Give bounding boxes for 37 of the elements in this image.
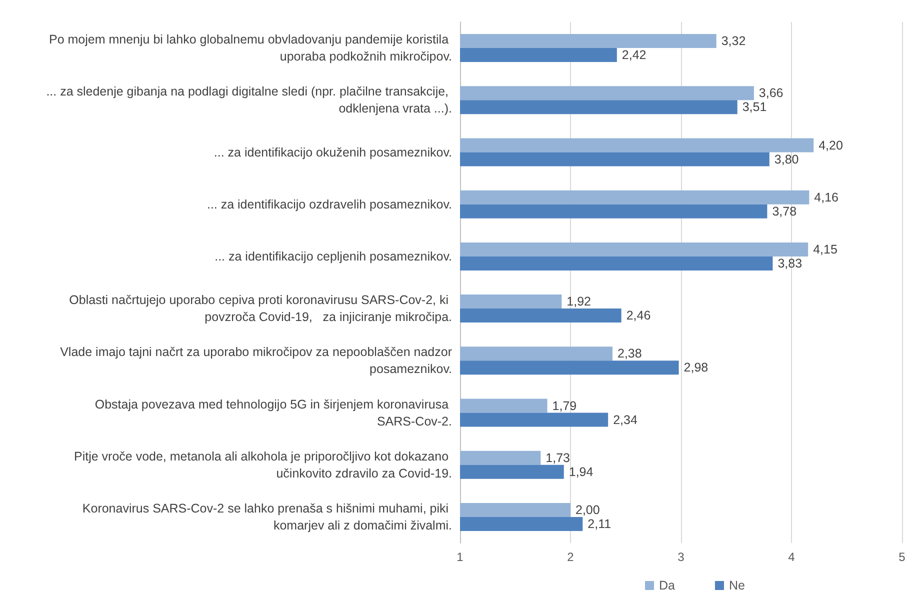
data-label: 2,38	[617, 346, 642, 361]
data-label: 2,98	[684, 360, 708, 375]
y-tick-label: ... za sledenje gibanja na podlagi digitalne sledi (npr. plačilne transakcije, odklenjena vrata ...).	[46, 84, 452, 116]
data-label: 1,73	[546, 450, 570, 465]
data-label: 2,34	[613, 412, 638, 427]
data-label: 4,20	[818, 138, 843, 152]
x-tick-label: 3	[678, 550, 685, 564]
data-label: 1,92	[566, 294, 592, 309]
data-label: 2,11	[588, 516, 612, 531]
data-label: 3,78	[772, 204, 797, 218]
data-label: 3,32	[721, 34, 746, 48]
y-tick-label: Oblasti načrtujejo uporabo cepiva proti koronavirusu SARS-Cov-2, ki povzroča Covid-19, za injiciranje mikročipa.	[69, 293, 452, 324]
x-tick-label: 1	[456, 550, 464, 564]
x-tick-label: 5	[898, 550, 906, 564]
data-label: 2,46	[626, 308, 651, 323]
x-tick-label: 4	[788, 550, 796, 564]
data-label: 2,00	[576, 502, 600, 517]
data-label: 4,16	[814, 190, 839, 204]
y-tick-label: Po mojem mnenju bi lahko globalnemu obvladovanju pandemije koristila uporaba podkožnih mikročipov.	[48, 32, 452, 64]
data-label: 3,83	[778, 256, 802, 270]
y-tick-label: Obstaja povezava med tehnologijo 5G in širjenjem koronavirusa SARS-Cov-2.	[94, 397, 452, 428]
data-label: 1,79	[552, 398, 577, 413]
y-tick-label: Vlade imajo tajni načrt za uporabo mikročipov za nepooblaščen nadzor posameznikov.	[60, 345, 452, 376]
y-tick-label: Koronavirus SARS-Cov-2 se lahko prenaša s hišnimi muhami, piki komarjev ali z domačimi živalmi.	[82, 501, 452, 532]
x-tick-label: 2	[567, 550, 574, 564]
data-label: 2,42	[622, 48, 646, 62]
y-tick-label: Pitje vroče vode, metanola ali alkohola je priporočljivo kot dokazano učinkovito zdravilo za Covid-19.	[74, 449, 452, 480]
data-label: 1,94	[568, 464, 594, 479]
data-label: 3,66	[758, 86, 784, 100]
data-label: 3,80	[774, 152, 799, 166]
legend-label: Da	[659, 578, 676, 592]
y-tick-label: ... za identifikacijo cepljenih posameznikov.	[214, 249, 452, 264]
y-tick-label: ... za identifikacijo ozdravelih posameznikov.	[206, 197, 452, 212]
legend-label: Ne	[728, 578, 746, 592]
data-label: 4,15	[813, 242, 838, 256]
data-label: 3,51	[742, 100, 767, 114]
y-tick-label: ... za identifikacijo okuženih posameznikov.	[214, 145, 452, 160]
